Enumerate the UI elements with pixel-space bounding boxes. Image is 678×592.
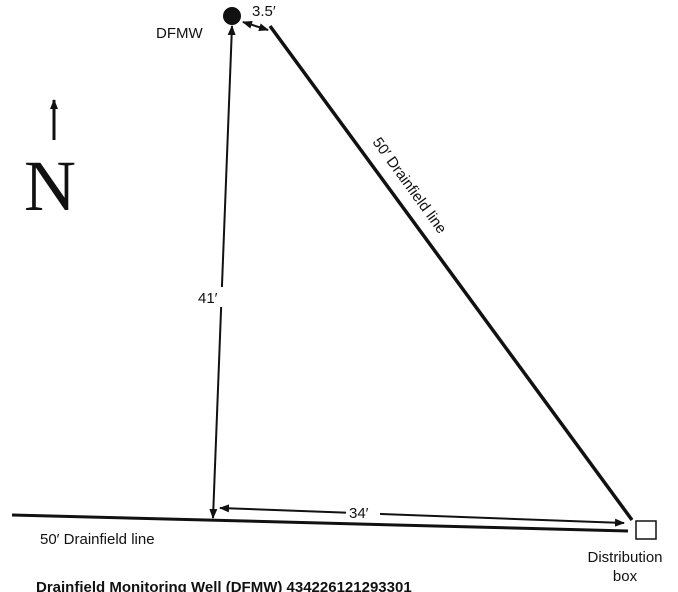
bottom-line-label: 50′ Drainfield line bbox=[40, 531, 155, 548]
offset-arrow bbox=[242, 20, 269, 32]
diagonal-line-label: 50′ Drainfield line bbox=[369, 134, 450, 237]
well-marker bbox=[223, 7, 241, 25]
bottom-line bbox=[11, 513, 629, 533]
vertical-distance-label: 41′ bbox=[198, 290, 218, 307]
box-label-line2: box bbox=[613, 568, 638, 585]
north-label: N bbox=[24, 146, 76, 226]
distribution-box bbox=[635, 520, 657, 540]
horizontal-distance-label: 34′ bbox=[349, 505, 369, 522]
horizontal-arrow bbox=[219, 504, 625, 527]
diagonal-line bbox=[268, 24, 634, 522]
well-offset-label: 3.5′ bbox=[252, 3, 276, 20]
well-label: DFMW bbox=[156, 25, 203, 42]
vertical-arrow bbox=[209, 25, 236, 519]
box-label-line1: Distribution bbox=[587, 549, 662, 566]
caption: Drainfield Monitoring Well (DFMW) 434226… bbox=[36, 579, 412, 592]
